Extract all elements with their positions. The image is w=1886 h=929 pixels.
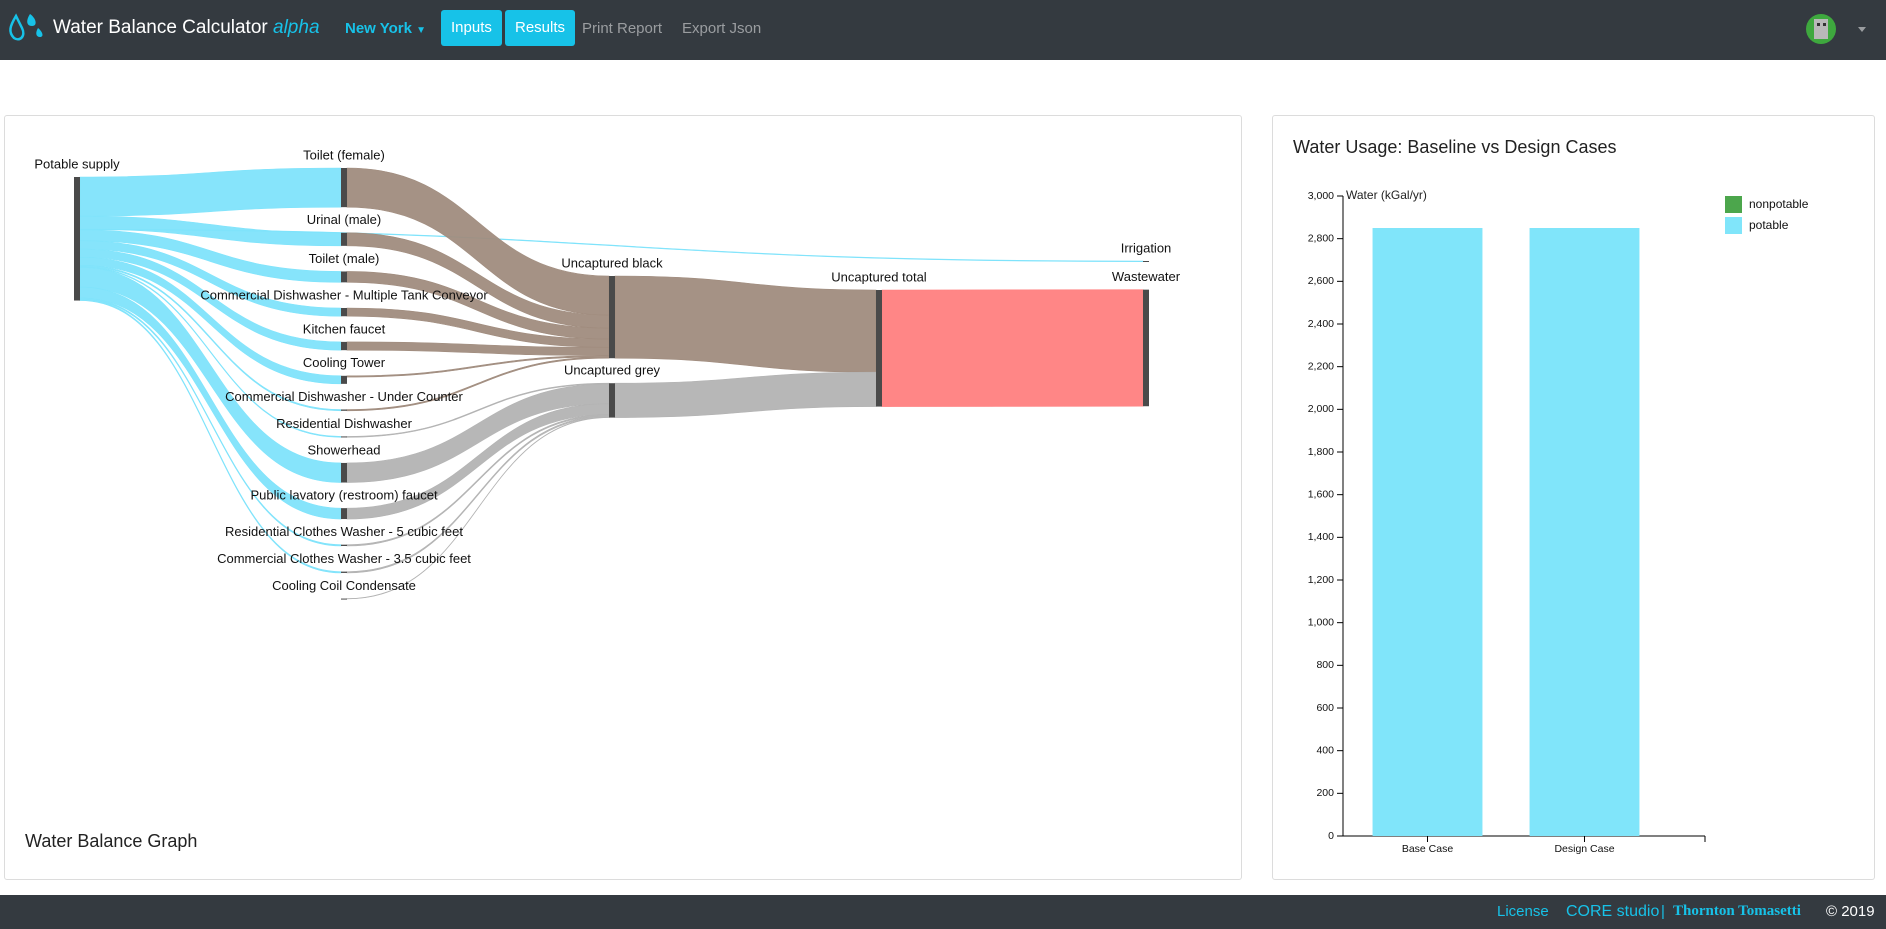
- footer-link[interactable]: License: [1497, 903, 1549, 920]
- y-tick-label: 2,600: [1308, 275, 1334, 287]
- sankey-node: [341, 436, 347, 438]
- sankey-link: [614, 275, 877, 373]
- chart-title: Water Usage: Baseline vs Design Cases: [1293, 137, 1616, 157]
- node-label: Cooling Tower: [303, 355, 386, 370]
- nav-button[interactable]: Inputs: [441, 10, 502, 46]
- bar-chart: Water Usage: Baseline vs Design Cases Wa…: [1293, 137, 1809, 855]
- location-dropdown[interactable]: New York ▼: [345, 20, 427, 37]
- sankey-node: [74, 177, 80, 301]
- y-tick-label: 1,000: [1308, 616, 1334, 628]
- bar: [1529, 228, 1640, 836]
- node-label: Commercial Dishwasher - Under Counter: [225, 389, 463, 404]
- sankey-chart: Water Balance Graph Potable supply Toilet…: [25, 147, 1181, 851]
- sankey-node: [341, 598, 347, 600]
- sankey-node: [341, 341, 347, 351]
- title-suffix: alpha: [273, 17, 320, 38]
- sankey-link: [79, 286, 342, 520]
- y-tick-label: 2,800: [1308, 232, 1334, 244]
- sankey-node: [341, 544, 347, 546]
- y-tick-label: 800: [1316, 659, 1334, 671]
- title-text: Water Balance Calculator: [53, 17, 268, 38]
- node-label: Irrigation: [1121, 240, 1172, 255]
- sankey-node: [341, 271, 347, 283]
- footer: License CORE studio | Thornton Tomasetti…: [0, 895, 1886, 929]
- node-label: Kitchen faucet: [303, 321, 386, 336]
- y-tick-label: 2,200: [1308, 360, 1334, 372]
- sankey-node: [341, 571, 347, 573]
- y-tick-label: 0: [1328, 830, 1334, 842]
- y-tick-label: 3,000: [1308, 190, 1334, 202]
- sankey-link: [79, 267, 342, 483]
- x-tick-label: Base Case: [1402, 843, 1454, 855]
- node-label: Toilet (female): [303, 147, 385, 162]
- node-label: Wastewater: [1112, 269, 1181, 284]
- y-axis-label: Water (kGal/yr): [1346, 188, 1427, 202]
- sankey-link: [614, 371, 877, 418]
- node-label: Uncaptured total: [831, 269, 927, 284]
- sankey-node: [341, 375, 347, 384]
- sankey-node: [341, 409, 347, 411]
- node-label: Toilet (male): [309, 251, 380, 266]
- sankey-node: [876, 290, 882, 407]
- legend-label: nonpotable: [1749, 197, 1809, 211]
- y-tick-label: 600: [1316, 702, 1334, 714]
- sankey-link: [79, 229, 342, 283]
- navbar: Water Balance Calculator alpha New York …: [0, 0, 1886, 60]
- node-label: Public lavatory (restroom) faucet: [250, 488, 438, 503]
- nav-button[interactable]: Results: [505, 10, 576, 46]
- bar-panel: Water Usage: Baseline vs Design Cases Wa…: [1272, 115, 1875, 880]
- sankey-node: [341, 508, 347, 520]
- legend-swatch: [1725, 196, 1742, 213]
- user-menu[interactable]: [1805, 13, 1877, 45]
- app-title[interactable]: Water Balance Calculator alpha: [53, 17, 320, 39]
- y-tick-label: 1,400: [1308, 531, 1334, 543]
- y-tick-label: 1,200: [1308, 574, 1334, 586]
- location: New York: [345, 20, 412, 37]
- node-label: Residential Dishwasher: [276, 416, 413, 431]
- chart-title: Water Balance Graph: [25, 831, 197, 851]
- y-tick-label: 200: [1316, 787, 1334, 799]
- sankey-link: [79, 167, 342, 217]
- sankey-node: [1143, 261, 1149, 262]
- node-label: Potable supply: [34, 156, 120, 171]
- sankey-node: [1143, 289, 1149, 407]
- legend-swatch: [1725, 217, 1742, 234]
- node-label: Urinal (male): [307, 212, 381, 227]
- node-label: Uncaptured grey: [564, 363, 661, 378]
- copyright: © 2019: [1826, 903, 1875, 920]
- sankey-node: [341, 232, 347, 246]
- sankey-link: [881, 289, 1144, 407]
- y-tick-label: 2,400: [1308, 318, 1334, 330]
- y-tick-label: 1,600: [1308, 488, 1334, 500]
- sankey-panel: Water Balance Graph Potable supply Toilet…: [4, 115, 1242, 880]
- bar: [1372, 228, 1483, 836]
- footer-link[interactable]: CORE studio: [1566, 903, 1660, 920]
- sankey-node: [609, 383, 615, 418]
- node-label: Uncaptured black: [561, 255, 663, 270]
- y-tick-label: 1,800: [1308, 446, 1334, 458]
- separator: |: [1661, 903, 1665, 920]
- sankey-node: [341, 462, 347, 483]
- y-tick-label: 2,000: [1308, 403, 1334, 415]
- sankey-link: [79, 215, 342, 247]
- sankey-node: [341, 307, 347, 317]
- node-label: Commercial Clothes Washer - 3.5 cubic fe…: [217, 551, 471, 566]
- sankey-node: [341, 168, 347, 208]
- sankey-node: [609, 276, 615, 359]
- y-tick-label: 400: [1316, 744, 1334, 756]
- legend-label: potable: [1749, 218, 1789, 232]
- node-label: Showerhead: [308, 442, 381, 457]
- nav-link[interactable]: Print Report: [582, 20, 663, 37]
- node-label: Cooling Coil Condensate: [272, 578, 416, 593]
- nav-link[interactable]: Export Json: [682, 20, 762, 37]
- node-label: Commercial Dishwasher - Multiple Tank Co…: [200, 287, 488, 302]
- footer-link[interactable]: Thornton Tomasetti: [1673, 903, 1801, 919]
- logo[interactable]: [6, 8, 48, 50]
- node-label: Residential Clothes Washer - 5 cubic fee…: [225, 524, 463, 539]
- x-tick-label: Design Case: [1554, 843, 1614, 855]
